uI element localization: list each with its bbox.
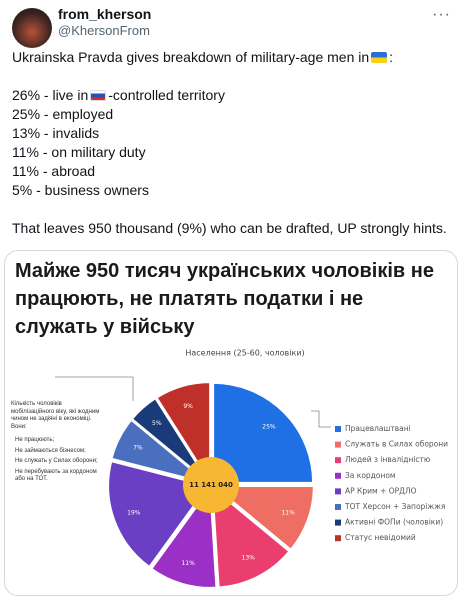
legend-label: Статус невідомий [345, 533, 416, 542]
legend-label: ТОТ Херсон + Запоріжжя [344, 502, 445, 511]
pie-slice [110, 418, 209, 485]
legend-label: АР Крим + ОРДЛО [345, 486, 417, 495]
pie-slice [155, 381, 212, 486]
legend-swatch [335, 472, 341, 479]
text: : [389, 49, 394, 65]
note-item: Не служать у Силах оборони; [15, 458, 98, 464]
data-label: 11% [181, 560, 195, 567]
data-label: 11% [281, 509, 295, 516]
pie-slice [149, 485, 218, 589]
tweet-line: 11% - on military duty [12, 144, 146, 160]
legend-label: Працевлаштвані [345, 424, 411, 433]
flag-ru [90, 90, 107, 101]
legend-label: Активні ФОПи (чоловіки) [345, 518, 443, 527]
pie-slice [130, 396, 210, 484]
tweet-line: That leaves 950 thousand (9%) who can be… [12, 220, 447, 236]
pie-slice [212, 381, 315, 484]
tweet-line: Ukrainska Pravda gives breakdown of mili… [12, 48, 393, 67]
note-item: Не займаються бізнесом; [15, 447, 86, 454]
legend-label: Служать в Силах оборони [345, 440, 448, 449]
author-handle[interactable]: @KhersonFrom [58, 23, 150, 38]
legend-swatch [335, 488, 341, 495]
tweet-line: 26% - live in -controlled territory [12, 86, 225, 105]
data-label: 25% [262, 424, 276, 431]
data-label: 13% [242, 555, 256, 562]
legend-label: Людей з інвалідністю [345, 455, 430, 464]
data-label: 5% [152, 420, 162, 427]
data-label: 19% [127, 509, 141, 516]
chart-title: Майже 950 тисяч українських чоловіків не… [15, 260, 434, 338]
note-item: Не працюють; [15, 437, 55, 443]
author-name[interactable]: from_kherson [58, 6, 152, 22]
text: -controlled territory [108, 87, 225, 103]
annotation-line [311, 410, 331, 428]
avatar[interactable] [12, 8, 52, 48]
data-label: 9% [183, 403, 193, 410]
tweet-line: 5% - business owners [12, 182, 149, 198]
tweet-line: 25% - employed [12, 106, 114, 122]
data-label: 7% [133, 444, 143, 451]
legend-swatch [335, 457, 341, 464]
pie-slice [211, 485, 315, 552]
legend-swatch [335, 426, 341, 432]
center-circle [183, 457, 239, 513]
legend-swatch [335, 504, 341, 510]
chart: Населення (25-60, чоловіки) 25% 11% 13% 11%… [55, 349, 448, 589]
note-text: Кількість чоловіків мобілізаційного віку… [11, 401, 100, 430]
note: Кількість чоловіків мобілізаційного віку… [11, 401, 103, 487]
legend-label: За кордоном [345, 471, 396, 480]
legend-swatch [335, 519, 341, 526]
note-item: Не перебувають за кордоном або на ТОТ. [15, 468, 97, 483]
legend-swatch [335, 441, 341, 448]
tweet-line: 13% - invalids [12, 125, 100, 141]
image-card[interactable]: Майже 950 тисяч українських чоловіків не… [4, 250, 458, 596]
text: 26% - live in [12, 87, 89, 103]
more-button[interactable]: ··· [432, 6, 451, 23]
total-label: 11 141 040 [189, 481, 233, 489]
text: Ukrainska Pravda gives breakdown of mili… [12, 49, 370, 65]
legend-swatch [335, 535, 341, 542]
pie-slice [211, 485, 291, 589]
chart-subtitle: Населення (25-60, чоловіки) [185, 349, 304, 358]
flag-ua [371, 52, 388, 63]
tweet-line: 11% - abroad [12, 163, 96, 179]
annotation-line [55, 376, 134, 401]
